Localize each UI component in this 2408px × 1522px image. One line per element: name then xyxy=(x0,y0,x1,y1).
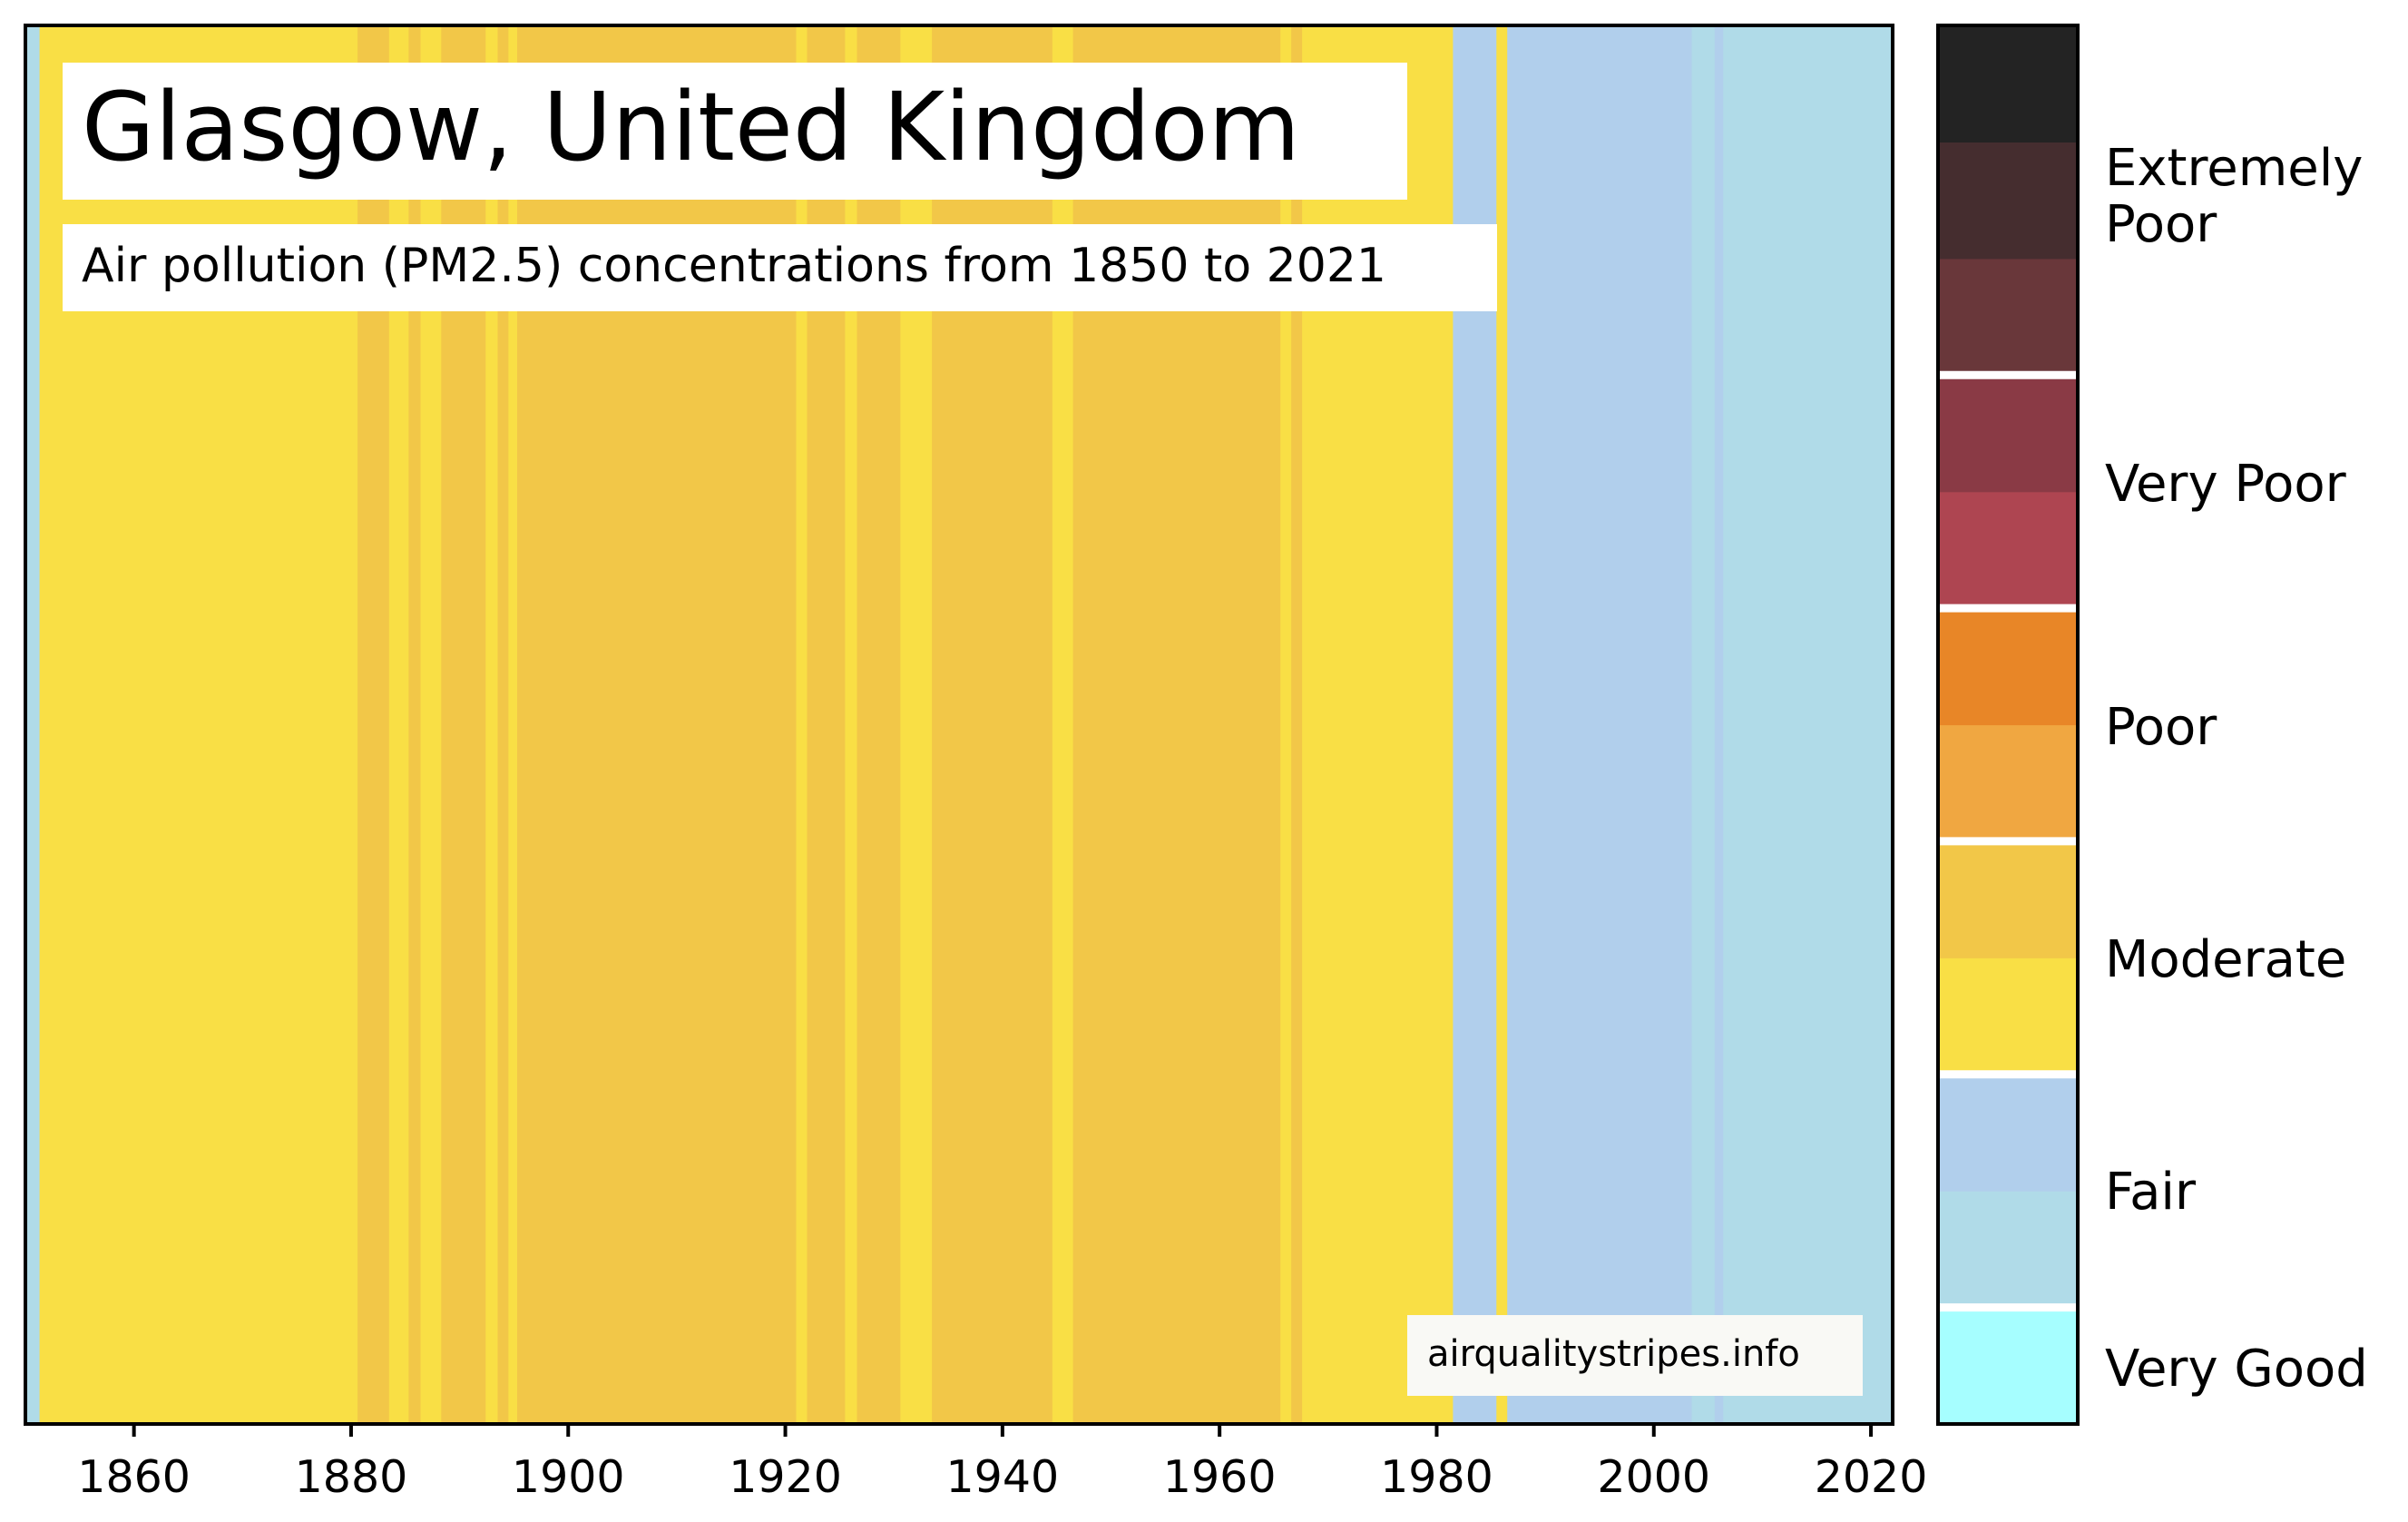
stripe-13 xyxy=(845,25,858,1424)
stripe-24 xyxy=(1507,25,1693,1424)
colorbar-segment-moderate-light xyxy=(1938,957,2078,1075)
colorbar-segment-fair-dark xyxy=(1938,1074,2078,1192)
colorbar-segment-moderate-dark xyxy=(1938,840,2078,958)
stripe-27 xyxy=(1723,25,1894,1424)
colorbar-label-poor: Poor xyxy=(2105,698,2217,757)
stripe-19 xyxy=(1280,25,1292,1424)
x-tick-label-1860: 1860 xyxy=(77,1451,191,1503)
colorbar xyxy=(1938,25,2078,1425)
stripe-4 xyxy=(408,25,422,1424)
colorbar-segment-very-good xyxy=(1938,1307,2078,1425)
stripe-20 xyxy=(1291,25,1303,1424)
colorbar-segment-extremely-poor-3 xyxy=(1938,25,2078,142)
stripe-5 xyxy=(420,25,442,1424)
x-tick-label-1920: 1920 xyxy=(729,1451,842,1503)
x-tick-label-1960: 1960 xyxy=(1162,1451,1277,1503)
colorbar-segment-extremely-poor-2 xyxy=(1938,142,2078,260)
stripe-3 xyxy=(388,25,409,1424)
source-box xyxy=(1407,1315,1863,1396)
stripe-7 xyxy=(485,25,499,1424)
chart-title: Glasgow, United Kingdom xyxy=(82,72,1300,182)
stripe-26 xyxy=(1714,25,1724,1424)
x-tick-label-2000: 2000 xyxy=(1597,1451,1711,1503)
colorbar-label-very-good: Very Good xyxy=(2105,1340,2368,1399)
x-tick-label-1880: 1880 xyxy=(294,1451,408,1503)
x-tick-label-2020: 2020 xyxy=(1814,1451,1928,1503)
source-credit: airqualitystripes.info xyxy=(1427,1333,1800,1375)
stripe-8 xyxy=(497,25,510,1424)
stripe-25 xyxy=(1691,25,1716,1424)
colorbar-segment-extremely-poor-1 xyxy=(1938,258,2078,376)
title-box xyxy=(63,63,1407,200)
chart-subtitle: Air pollution (PM2.5) concentrations fro… xyxy=(82,239,1386,293)
colorbar-segment-fair-light xyxy=(1938,1191,2078,1309)
x-tick-label-1940: 1940 xyxy=(945,1451,1060,1503)
colorbar-frame xyxy=(1936,24,2080,1426)
x-tick-label-1980: 1980 xyxy=(1380,1451,1493,1503)
stripe-17 xyxy=(1052,25,1074,1424)
subtitle-box xyxy=(63,224,1497,311)
colorbar-segment-poor-dark xyxy=(1938,608,2078,726)
colorbar-segment-very-poor-dark xyxy=(1938,375,2078,493)
stripe-11 xyxy=(796,25,808,1424)
colorbar-label-extremely-poor: Extremely Poor xyxy=(2105,139,2364,254)
stripe-0 xyxy=(25,25,41,1424)
x-axis-ticks xyxy=(132,1424,1874,1437)
colorbar-segment-very-poor-light xyxy=(1938,491,2078,609)
colorbar-segment-poor-light xyxy=(1938,724,2078,842)
plot-frame xyxy=(24,24,1894,1426)
stripe-9 xyxy=(508,25,518,1424)
colorbar-label-very-poor: Very Poor xyxy=(2105,455,2346,514)
stripe-23 xyxy=(1496,25,1508,1424)
colorbar-label-fair: Fair xyxy=(2105,1163,2196,1222)
x-tick-label-1900: 1900 xyxy=(511,1451,625,1503)
colorbar-label-moderate: Moderate xyxy=(2105,930,2347,989)
